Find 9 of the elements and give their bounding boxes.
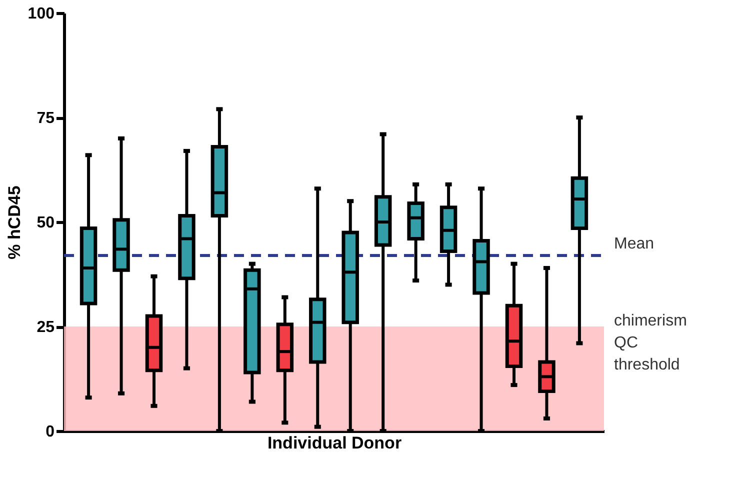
y-tick-label: 100 bbox=[28, 6, 55, 22]
ref-line-label: Mean bbox=[614, 235, 654, 252]
band-label: chimerism QC threshold bbox=[614, 312, 687, 374]
y-tick-label: 25 bbox=[36, 319, 55, 336]
y-tick-label: 50 bbox=[36, 214, 55, 232]
x-axis-title: Individual Donor bbox=[267, 434, 402, 452]
y-axis-title: % hCD45 bbox=[4, 186, 24, 260]
y-tick-label: 0 bbox=[46, 424, 55, 440]
y-tick-label: 75 bbox=[36, 110, 55, 127]
